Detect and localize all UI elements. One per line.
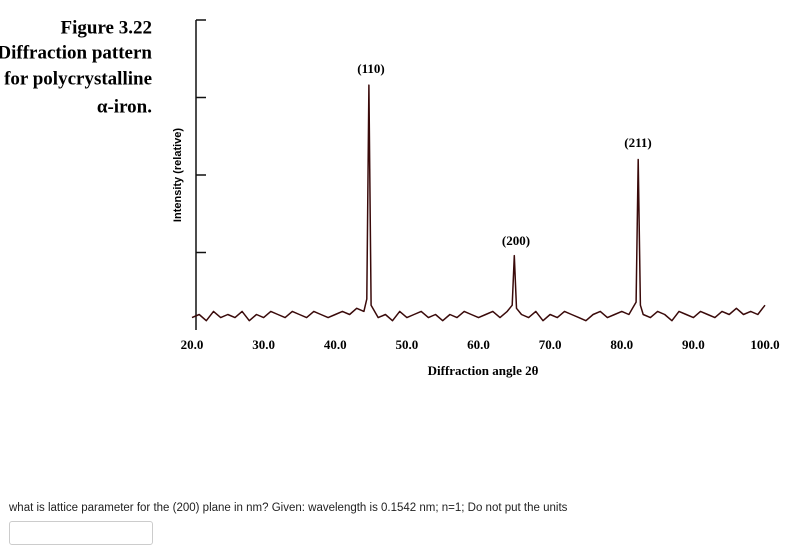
caption-line: α-iron. xyxy=(97,96,152,117)
x-tick-label: 40.0 xyxy=(324,337,347,352)
x-tick-label: 30.0 xyxy=(252,337,275,352)
answer-input[interactable] xyxy=(9,521,153,545)
peak-label: (200) xyxy=(502,233,530,248)
y-axis-label: Intensity (relative) xyxy=(172,128,184,222)
peak-label: (110) xyxy=(357,61,384,76)
x-axis-label: Diffraction angle 2θ xyxy=(428,363,539,378)
caption-line: Diffraction pattern xyxy=(0,42,152,63)
x-tick-label: 60.0 xyxy=(467,337,490,352)
x-tick-label: 50.0 xyxy=(396,337,419,352)
chart: Figure 3.22 Diffraction pattern for poly… xyxy=(0,17,780,378)
x-tick-label: 90.0 xyxy=(682,337,705,352)
x-tick-label: 20.0 xyxy=(181,337,204,352)
caption-line: Figure 3.22 xyxy=(61,17,152,38)
caption-line: for polycrystalline xyxy=(4,68,152,89)
x-tick-label: 100.0 xyxy=(750,337,779,352)
question-text: what is lattice parameter for the (200) … xyxy=(9,502,568,514)
intensity-line xyxy=(191,84,766,322)
x-tick-label: 70.0 xyxy=(539,337,562,352)
peak-label: (211) xyxy=(624,135,651,150)
x-tick-label: 80.0 xyxy=(610,337,633,352)
